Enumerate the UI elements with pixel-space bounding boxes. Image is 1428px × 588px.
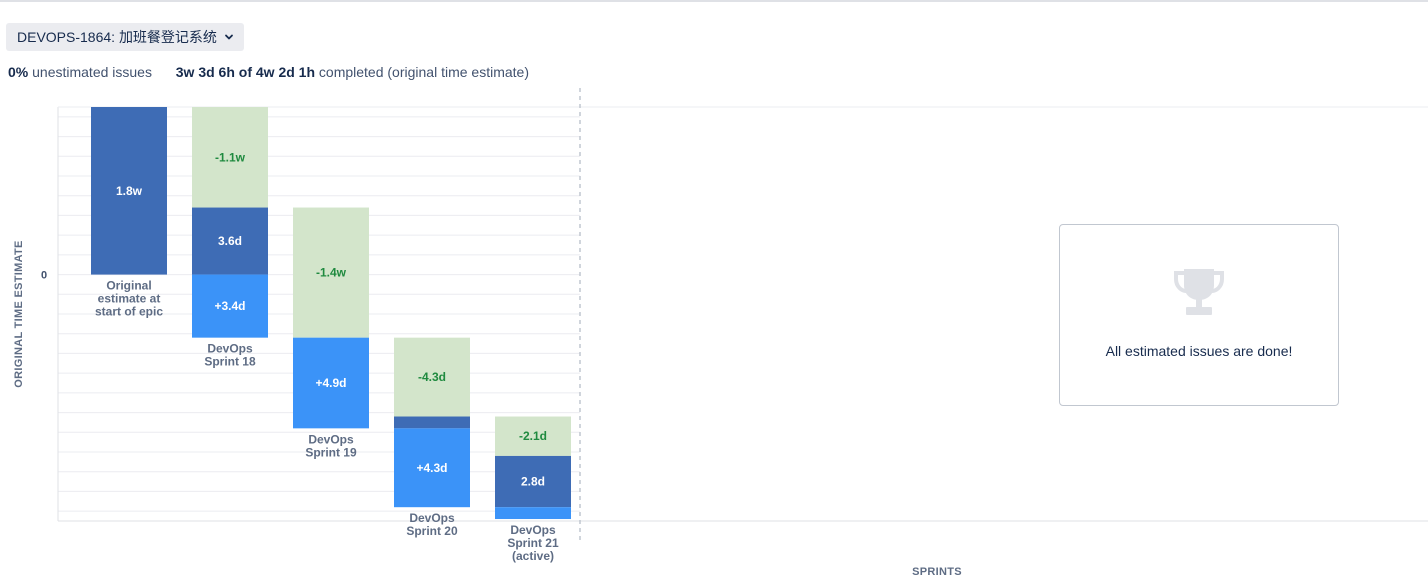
x-category-label-line: start of epic (95, 305, 163, 319)
x-category-label-line: DevOps (207, 342, 253, 356)
bar-value-label: -4.3d (418, 370, 446, 384)
top-divider (0, 0, 1428, 2)
x-category-label: DevOps Sprint 18 (204, 342, 256, 369)
done-panel: All estimated issues are done! (1059, 224, 1339, 406)
x-category-label: DevOps Sprint 19 (305, 432, 357, 459)
bar-value-label: -1.4w (316, 266, 347, 280)
x-category-label-line: Sprint 19 (305, 445, 357, 459)
x-category-label-line: DevOps (510, 523, 556, 537)
bar-segment-remaining (394, 416, 470, 429)
y-axis-title: ORIGINAL TIME ESTIMATE (13, 240, 25, 387)
x-category-label-line: Sprint 18 (204, 355, 256, 369)
bar-value-label: 2.8d (521, 475, 545, 489)
bar-segment-completed (192, 107, 268, 208)
x-category-label-line: Original (106, 279, 151, 293)
bar-segment-added (192, 274, 268, 338)
x-category-label: Original estimate at start of epic (95, 279, 163, 319)
unestimated-label: unestimated issues (32, 64, 152, 80)
bar-segment-completed (293, 207, 369, 338)
bar-segment-added (495, 507, 571, 520)
bar-value-label: +4.9d (315, 376, 346, 390)
unestimated-value: 0% (8, 64, 29, 80)
bar-value-label: 1.8w (116, 184, 143, 198)
bar-segment-added (394, 428, 470, 508)
x-category-label-line: Sprint 20 (406, 524, 458, 538)
bar-segment-remaining (495, 455, 571, 508)
bar-value-label: -2.1d (519, 429, 547, 443)
x-category-label-line: (active) (512, 549, 554, 563)
x-category-label-line: DevOps (409, 511, 455, 525)
bar-value-label: 3.6d (218, 234, 242, 248)
x-category-label-line: Sprint 21 (507, 536, 559, 550)
bar-segment-added (293, 337, 369, 429)
trophy-icon (1174, 269, 1224, 315)
completed-label: completed (original time estimate) (318, 64, 529, 80)
y-tick-label: 0 (41, 270, 47, 282)
bar-segment-remaining (91, 107, 167, 275)
epic-selector[interactable]: DEVOPS-1864: 加班餐登记系统 (6, 23, 244, 51)
done-message: All estimated issues are done! (1105, 343, 1293, 359)
bar-segment-remaining (192, 207, 268, 275)
epic-selector-label: DEVOPS-1864: 加班餐登记系统 (17, 29, 217, 45)
bar-value-label: +4.3d (416, 461, 447, 475)
x-category-label-line: estimate at (98, 292, 161, 306)
bar-value-label: -1.1w (215, 150, 246, 164)
x-category-label: DevOps Sprint 21 (active) (507, 523, 559, 563)
chevron-down-icon (225, 34, 233, 40)
x-category-label: DevOps Sprint 20 (406, 511, 458, 538)
x-category-label-line: DevOps (308, 432, 354, 446)
completed-value: 3w 3d 6h of 4w 2d 1h (175, 64, 316, 80)
bar-value-label: +3.4d (214, 299, 245, 313)
bar-segment-completed (495, 416, 571, 456)
epic-stats: 0% unestimated issues 3w 3d 6h of 4w 2d … (8, 64, 529, 80)
x-axis-title: SPRINTS (912, 566, 962, 578)
bar-segment-completed (394, 337, 470, 417)
